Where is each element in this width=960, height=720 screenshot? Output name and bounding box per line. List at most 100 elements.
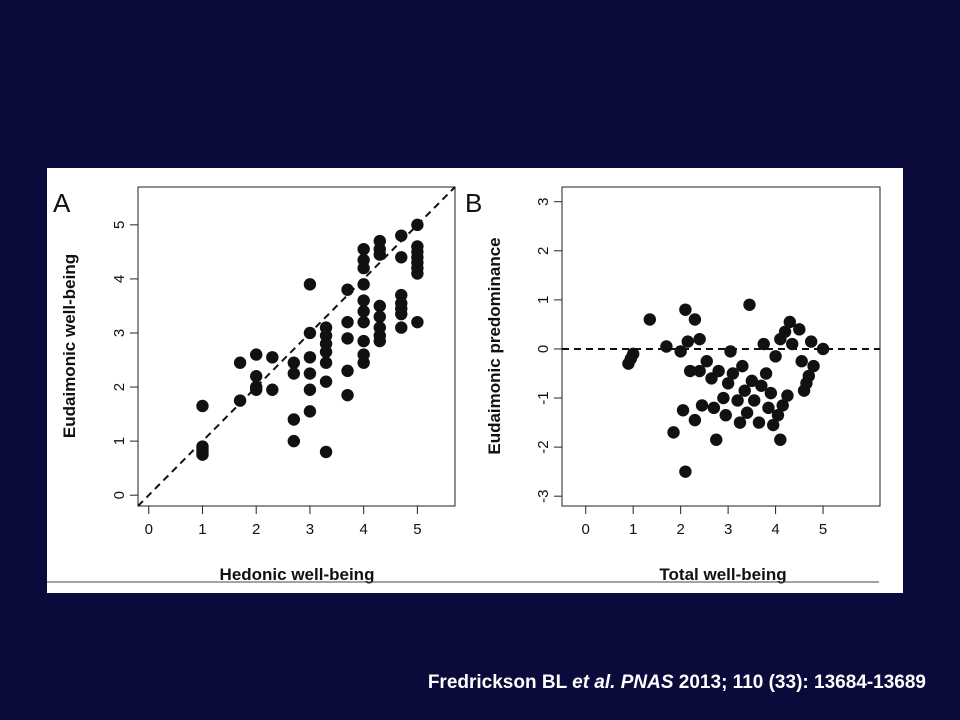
panel-a-frame	[137, 186, 456, 507]
panel-a-data-point	[357, 294, 370, 307]
panel-b-data-point	[700, 355, 713, 368]
panel-b-x-tick-label: 2	[676, 521, 684, 538]
panel-a-data-point	[373, 299, 386, 313]
panel-b-ticks: 0 1 2 3 4 5 -3 -2 -1 0 1 2 3	[535, 198, 827, 538]
panel-b-x-tick-label: 4	[771, 521, 779, 538]
panel-b-data-point	[743, 298, 756, 311]
panel-b-data-point	[776, 399, 789, 412]
panel-b-data-point	[804, 335, 818, 348]
panel-a-data-point	[357, 242, 370, 256]
panel-a-data-point	[341, 332, 354, 345]
panel-a-data-point	[357, 334, 370, 348]
panel-a-data-point	[287, 434, 301, 448]
panel-b-x-tick-label: 1	[629, 521, 637, 538]
panel-b-y-tick-label: -2	[535, 440, 552, 453]
panel-b-data-point	[748, 394, 761, 407]
panel-b-data-point	[767, 418, 780, 432]
panel-a-y-tick-label: 3	[111, 329, 128, 337]
panel-b-data-point	[783, 315, 797, 329]
panel-a-data-point	[319, 345, 333, 359]
panel-a-data-point	[411, 315, 424, 329]
panel-a-y-tick-label: 0	[111, 491, 128, 499]
panel-b-data-point	[679, 465, 692, 478]
panel-b-data-point	[764, 386, 778, 400]
panel-b-data-point	[793, 323, 806, 336]
panel-b-y-tick-label: -3	[535, 490, 552, 503]
panel-b-data-point	[778, 325, 792, 338]
panel-b-data-point	[731, 394, 744, 407]
panel-a-data-point	[357, 356, 370, 369]
panel-a-data-point	[411, 218, 424, 232]
panel-a-x-tick-label: 1	[198, 521, 206, 538]
panel-a-y-tick-label: 2	[111, 383, 128, 391]
panel-a-data-point	[319, 356, 333, 369]
panel-b-data-point	[755, 379, 768, 392]
panel-b-data-point	[710, 433, 723, 446]
panel-b-data-point	[733, 416, 747, 429]
panel-a-data-point	[319, 445, 333, 459]
panel-a-data-point	[303, 367, 317, 380]
panel-b-data-point	[807, 359, 820, 373]
panel-a-x-tick-label: 4	[359, 521, 367, 538]
panel-a-data-point	[395, 321, 408, 334]
panel-a-x-tick-label: 3	[306, 521, 314, 538]
panel-a-points	[137, 186, 456, 507]
panel-a-ticks: 0 1 2 3 4 5 0 1 2 3 4 5	[111, 221, 422, 538]
panel-a-y-tick-label: 5	[111, 221, 128, 229]
panel-a-data-point	[250, 348, 263, 361]
panel-b-data-point	[626, 347, 640, 361]
panel-b-data-point	[771, 409, 785, 422]
panel-a-data-point	[303, 278, 317, 291]
panel-b-data-point	[781, 389, 794, 402]
panel-b-data-point	[721, 377, 735, 390]
panel-b-data-point	[738, 384, 751, 397]
panel-a-data-point	[357, 305, 370, 318]
citation-etal: et al.	[572, 672, 616, 693]
panel-b-data-point	[683, 364, 697, 378]
panel-a-data-point	[287, 356, 301, 369]
panel-b-y-axis-title: Eudaimonic predominance	[485, 237, 504, 454]
citation: Fredrickson BL et al. PNAS 2013; 110 (33…	[428, 672, 926, 694]
panel-b-data-point	[757, 337, 770, 351]
panel-b-data-point	[785, 337, 799, 351]
panel-b-y-tick-label: 0	[535, 345, 552, 353]
panel-b-data-point	[795, 355, 808, 368]
panel-a-data-point	[357, 278, 370, 291]
panel-b-data-point	[740, 406, 754, 419]
panel-a-data-point	[250, 383, 263, 396]
panel-b-data-point	[752, 416, 766, 429]
panel-b-x-tick-label: 3	[724, 521, 732, 538]
panel-b-y-tick-label: 3	[535, 198, 552, 206]
panel-a-data-point	[411, 267, 424, 280]
panel-a-reference-line	[137, 186, 456, 507]
panel-b-x-tick-label: 5	[819, 521, 827, 538]
panel-b-x-axis-title: Total well-being	[659, 565, 786, 584]
panel-b-data-point	[774, 433, 787, 446]
panel-b-data-point	[719, 409, 732, 422]
panel-a-data-point	[341, 388, 354, 402]
panel-b-data-point	[693, 332, 706, 346]
panel-a-data-point	[373, 248, 386, 261]
panel-b-data-point	[667, 426, 680, 439]
panel-a-y-tick-label: 1	[111, 437, 128, 445]
panel-a-data-point	[303, 405, 317, 418]
panel-a-data-point	[196, 399, 209, 413]
panel-a-data-point	[303, 326, 317, 340]
panel-b-data-point	[693, 364, 706, 378]
panel-a-data-point	[303, 383, 317, 396]
panel-a-data-point	[303, 351, 317, 364]
panel-a-label: A	[53, 188, 71, 218]
panel-b-y-tick-label: 2	[535, 247, 552, 255]
panel-a-data-point	[196, 443, 209, 456]
panel-b-points	[562, 298, 880, 478]
panel-b-data-point	[679, 303, 692, 316]
panel-a-data-point	[266, 383, 279, 396]
panel-b-x-tick-label: 0	[582, 521, 590, 538]
panel-b-data-point	[688, 413, 702, 427]
panel-b-data-point	[660, 340, 673, 353]
panel-b-data-point	[762, 401, 775, 415]
panel-b-data-point	[681, 335, 694, 348]
panel-a-data-point	[341, 315, 354, 329]
panel-b-data-point	[676, 404, 690, 417]
panel-a-data-point	[233, 356, 247, 369]
